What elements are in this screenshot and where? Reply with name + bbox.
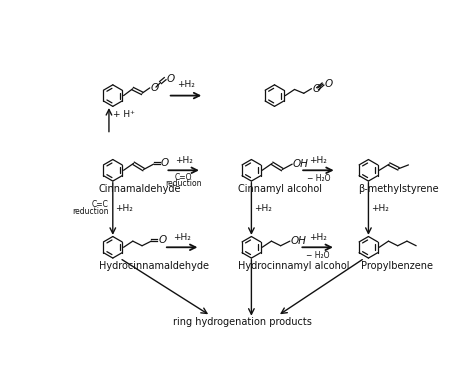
Text: C=O: C=O xyxy=(175,173,192,182)
Text: +H₂: +H₂ xyxy=(309,233,327,242)
Text: +H₂: +H₂ xyxy=(310,156,328,165)
Text: Propylbenzene: Propylbenzene xyxy=(361,261,433,271)
Text: C=C: C=C xyxy=(92,200,109,210)
Text: O: O xyxy=(151,83,159,93)
Text: O: O xyxy=(158,235,166,245)
Text: +H₂: +H₂ xyxy=(371,204,389,213)
Text: OH: OH xyxy=(293,159,309,169)
Text: reduction: reduction xyxy=(165,179,202,188)
Text: reduction: reduction xyxy=(73,207,109,216)
Text: OH: OH xyxy=(291,236,307,246)
Text: +H₂: +H₂ xyxy=(115,204,133,213)
Text: − H₂O: − H₂O xyxy=(306,251,329,260)
Text: O: O xyxy=(161,158,169,168)
Text: O: O xyxy=(325,79,333,89)
Text: +H₂: +H₂ xyxy=(173,233,191,242)
Text: Cinnamyl alcohol: Cinnamyl alcohol xyxy=(238,184,322,194)
Text: − H₂O: − H₂O xyxy=(307,174,330,183)
Text: Cinnamaldehyde: Cinnamaldehyde xyxy=(99,184,182,194)
Text: +H₂: +H₂ xyxy=(177,80,195,90)
Text: Hydrocinnamyl alcohol: Hydrocinnamyl alcohol xyxy=(238,261,350,271)
Text: + H⁺: + H⁺ xyxy=(113,110,135,119)
Text: O: O xyxy=(167,74,175,84)
Text: +H₂: +H₂ xyxy=(254,204,272,213)
Text: ring hydrogenation products: ring hydrogenation products xyxy=(173,317,312,327)
Text: +H₂: +H₂ xyxy=(175,156,192,165)
Text: O: O xyxy=(312,84,320,94)
Text: Hydrocinnamaldehyde: Hydrocinnamaldehyde xyxy=(99,261,209,271)
Text: β-methylstyrene: β-methylstyrene xyxy=(358,184,438,194)
